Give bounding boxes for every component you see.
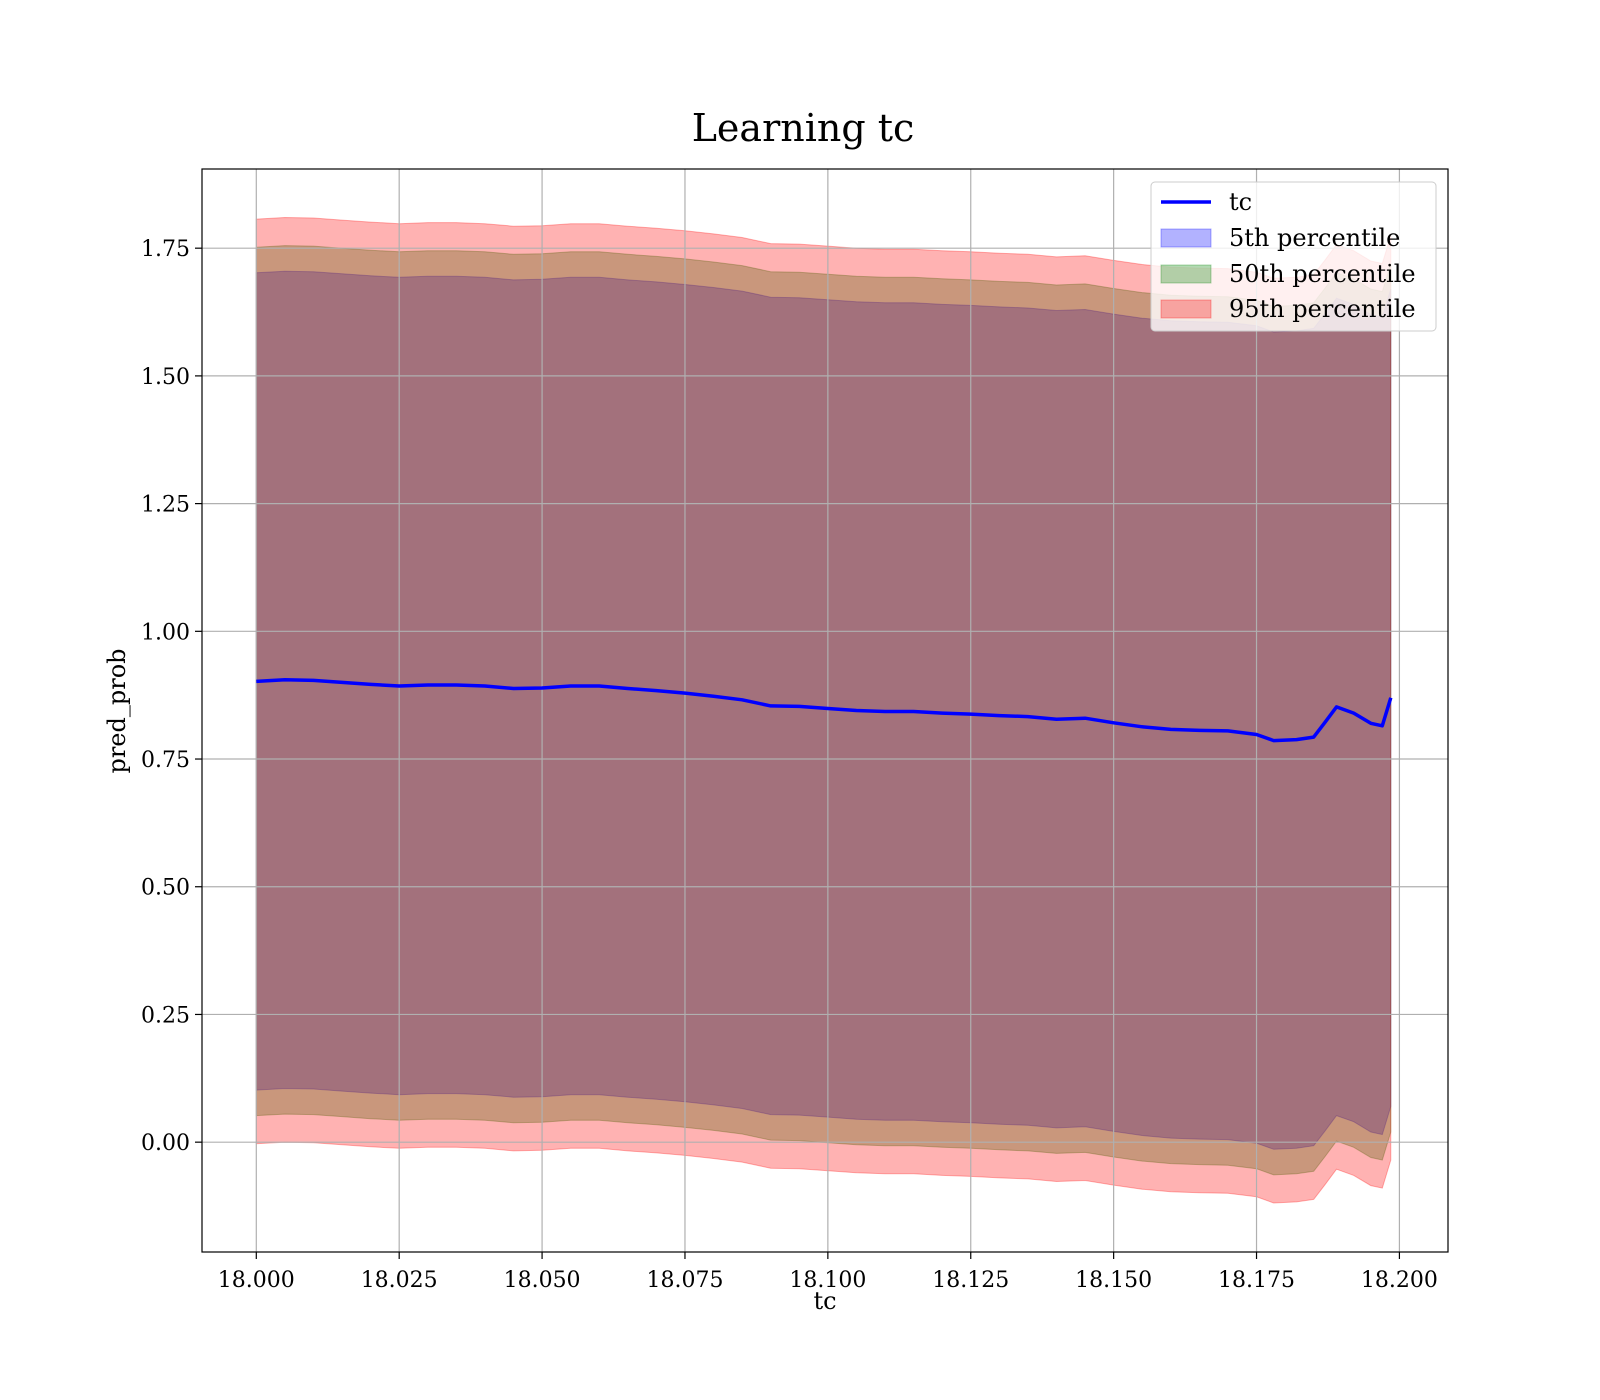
legend-label: 95th percentile (1229, 295, 1416, 323)
y-tick-label: 1.25 (141, 493, 190, 518)
percentile-bands (255, 216, 1392, 1204)
legend-label: tc (1229, 188, 1252, 216)
legend-label: 5th percentile (1229, 224, 1400, 252)
line-layer (256, 678, 1393, 743)
chart-title: Learning tc (692, 106, 915, 150)
y-axis-label: pred_prob (103, 648, 131, 773)
x-tick-label: 18.000 (218, 1268, 295, 1293)
y-tick-label: 1.00 (141, 620, 190, 645)
y-tick-label: 1.50 (141, 365, 190, 390)
y-tick-label: 0.00 (141, 1131, 190, 1156)
legend-label: 50th percentile (1229, 260, 1416, 288)
legend-swatch-band (1160, 264, 1212, 284)
x-tick-label: 18.100 (789, 1268, 866, 1293)
x-axis-label: tc (813, 1287, 836, 1315)
plot-frame (201, 168, 1449, 1253)
y-tick-label: 0.25 (141, 1003, 190, 1028)
y-tick-label: 0.75 (141, 748, 190, 773)
band-3 (255, 216, 1392, 1204)
x-tick-label: 18.175 (1218, 1268, 1295, 1293)
legend-frame (1150, 181, 1437, 332)
y-tick-label: 0.50 (141, 876, 190, 901)
x-tick-label: 18.075 (646, 1268, 723, 1293)
x-tick-label: 18.200 (1361, 1268, 1438, 1293)
x-tick-label: 18.050 (504, 1268, 581, 1293)
y-tick-label: 1.75 (141, 237, 190, 262)
grid-lines (202, 169, 1448, 1252)
legend-swatch-band (1160, 228, 1212, 248)
x-tick-label: 18.150 (1075, 1268, 1152, 1293)
axis-ticks: 18.000 18.025 18.050 18.075 18.100 18.125 18.1… (141, 237, 1438, 1293)
legend: tc 5th percentile 50th percentile 95th perc… (1150, 181, 1437, 332)
x-tick-label: 18.125 (932, 1268, 1009, 1293)
legend-swatch-band (1160, 299, 1212, 319)
x-tick-label: 18.025 (361, 1268, 438, 1293)
series-line-tc (256, 678, 1393, 743)
